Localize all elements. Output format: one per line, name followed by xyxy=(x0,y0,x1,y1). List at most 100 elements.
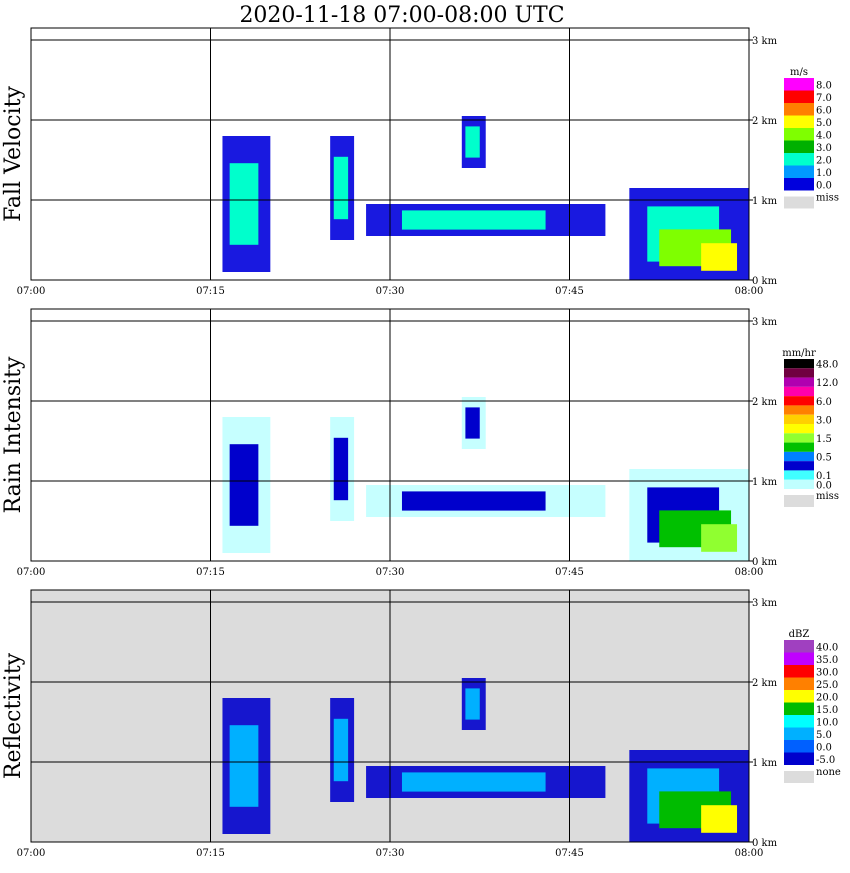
colorbar-swatch-4 xyxy=(784,396,814,406)
colorbar-swatch-9 xyxy=(784,442,814,452)
fall-streak-A-inner xyxy=(229,163,259,245)
xtick-label-3: 07:45 xyxy=(555,286,584,297)
xtick-label-4: 08:00 xyxy=(735,567,764,578)
colorbar-label-4: 6.0 xyxy=(816,397,832,408)
colorbar-label-7: 5.0 xyxy=(816,730,832,741)
ytick-label-0: 0 km xyxy=(752,838,778,849)
colorbar-swatch-8 xyxy=(784,433,814,443)
colorbar-label-2: 30.0 xyxy=(816,667,838,678)
colorbar-label-8: 1.5 xyxy=(816,434,832,445)
colorbar-swatch-8 xyxy=(784,740,814,753)
fall-streak-A xyxy=(222,136,271,272)
colorbar-label-7: 1.0 xyxy=(816,168,832,179)
ytick-label-0: 0 km xyxy=(752,557,778,568)
elevated-cell-inner xyxy=(465,126,480,158)
rain-core xyxy=(629,750,749,842)
fall-streak-A xyxy=(222,417,271,553)
ytick-label-1: 1 km xyxy=(752,196,778,207)
elevated-cell-inner xyxy=(465,407,480,439)
colorbar-miss-swatch xyxy=(784,196,814,209)
colorbar-unit: dBZ xyxy=(789,629,810,640)
colorbar-miss-label: none xyxy=(816,767,841,778)
colorbar-label-3: 5.0 xyxy=(816,118,832,129)
elevated-cell xyxy=(461,678,486,730)
plot-frame xyxy=(30,308,750,562)
xtick-label-0: 07:00 xyxy=(17,286,46,297)
colorbar-swatch-0 xyxy=(784,640,814,653)
plot-frame xyxy=(30,27,750,281)
melting-layer-echo xyxy=(366,204,606,236)
colorbar-label-8: 0.0 xyxy=(816,742,832,753)
fall-streak-B xyxy=(330,417,355,521)
elevated-cell xyxy=(461,116,486,168)
colorbar-swatch-13 xyxy=(784,479,814,489)
colorbar-label-6: 3.0 xyxy=(816,415,832,426)
ytick-label-0: 0 km xyxy=(752,276,778,287)
colorbar-swatch-2 xyxy=(784,665,814,678)
ytick-label-3: 3 km xyxy=(752,598,778,609)
colorbar-swatch-7 xyxy=(784,424,814,434)
elevated-cell-inner xyxy=(465,688,480,720)
colorbar-label-3: 25.0 xyxy=(816,680,838,691)
rain-core-peak xyxy=(701,524,738,552)
melting-layer-echo-inner xyxy=(401,491,546,511)
colorbar-swatch-3 xyxy=(784,677,814,690)
colorbar-swatch-6 xyxy=(784,153,814,166)
colorbar-unit: mm/hr xyxy=(782,348,816,359)
panel-label: Rain Intensity xyxy=(1,356,26,513)
colorbar-swatch-0 xyxy=(784,78,814,91)
colorbar-miss-label: miss xyxy=(816,491,839,502)
colorbar-label-10: 0.5 xyxy=(816,453,832,464)
xtick-label-2: 07:30 xyxy=(376,848,405,859)
fall-streak-B-inner xyxy=(333,156,349,220)
ytick-label-2: 2 km xyxy=(752,397,778,408)
rain-core-peak xyxy=(701,805,738,833)
colorbar-swatch-4 xyxy=(784,128,814,141)
ytick-label-3: 3 km xyxy=(752,36,778,47)
colorbar-swatch-12 xyxy=(784,470,814,480)
colorbar-swatch-9 xyxy=(784,752,814,765)
elevated-cell xyxy=(461,397,486,449)
colorbar-label-1: 35.0 xyxy=(816,655,838,666)
colorbar-swatch-4 xyxy=(784,690,814,703)
colorbar-miss-label: miss xyxy=(816,193,839,204)
colorbar-swatch-1 xyxy=(784,90,814,103)
colorbar-label-5: 15.0 xyxy=(816,705,838,716)
colorbar-label-9: -5.0 xyxy=(816,755,835,766)
fall-streak-B xyxy=(330,698,355,802)
colorbar-swatch-2 xyxy=(784,103,814,116)
colorbar-swatch-5 xyxy=(784,140,814,153)
xtick-label-0: 07:00 xyxy=(17,848,46,859)
colorbar-swatch-0 xyxy=(784,359,814,369)
colorbar-swatch-11 xyxy=(784,461,814,471)
colorbar-swatch-3 xyxy=(784,115,814,128)
colorbar-label-6: 10.0 xyxy=(816,717,838,728)
colorbar-unit: m/s xyxy=(790,67,808,78)
colorbar-miss-swatch xyxy=(784,495,814,507)
fall-streak-B xyxy=(330,136,355,240)
colorbar-swatch-1 xyxy=(784,368,814,378)
colorbar-label-1: 7.0 xyxy=(816,93,832,104)
colorbar-label-5: 3.0 xyxy=(816,143,832,154)
colorbar-swatch-5 xyxy=(784,405,814,415)
colorbar-swatch-2 xyxy=(784,377,814,387)
melting-layer-echo xyxy=(366,766,606,798)
xtick-label-3: 07:45 xyxy=(555,848,584,859)
fall-streak-B-inner xyxy=(333,437,349,501)
fall-streak-A-inner xyxy=(229,725,259,807)
xtick-label-2: 07:30 xyxy=(376,567,405,578)
colorbar-swatch-6 xyxy=(784,715,814,728)
colorbar-label-0: 48.0 xyxy=(816,360,838,371)
panel-label: Reflectivity xyxy=(1,652,26,779)
panel-1: 0 km 1 km 2 km 3 km 07:00 07:15 07:30 07:45 08:0… xyxy=(1,308,839,578)
fall-streak-B-inner xyxy=(333,718,349,782)
xtick-label-1: 07:15 xyxy=(196,286,225,297)
xtick-label-1: 07:15 xyxy=(196,848,225,859)
plot-frame xyxy=(30,589,750,843)
colorbar-miss-swatch xyxy=(784,771,814,783)
xtick-label-1: 07:15 xyxy=(196,567,225,578)
colorbar-swatch-3 xyxy=(784,386,814,397)
xtick-label-2: 07:30 xyxy=(376,286,405,297)
colorbar-label-12: 0.1 xyxy=(816,471,832,482)
